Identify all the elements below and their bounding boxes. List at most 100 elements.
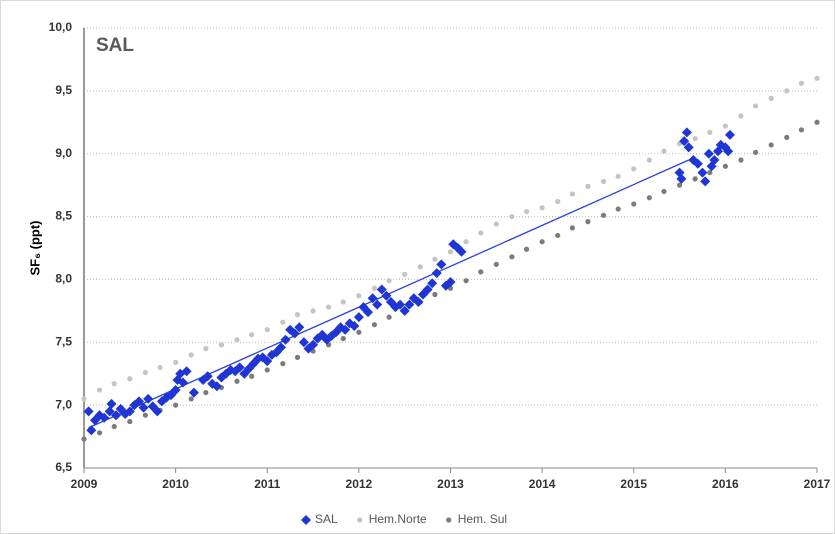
data-point xyxy=(432,256,438,262)
data-point xyxy=(203,389,209,396)
data-point xyxy=(104,406,115,417)
x-tick-label: 2013 xyxy=(437,477,464,491)
data-point xyxy=(308,339,319,350)
data-point xyxy=(386,314,392,320)
data-point xyxy=(127,418,133,425)
data-point xyxy=(234,378,240,384)
data-point xyxy=(124,406,135,417)
y-tick-label: 9,5 xyxy=(55,83,72,97)
data-point xyxy=(707,169,713,176)
data-point xyxy=(188,387,199,398)
data-point xyxy=(173,359,179,365)
data-point xyxy=(661,188,667,195)
data-point xyxy=(264,327,270,333)
y-tick-label: 8,5 xyxy=(55,209,72,223)
data-point xyxy=(631,201,637,207)
data-point xyxy=(692,158,703,169)
data-point xyxy=(202,371,213,382)
data-point xyxy=(249,332,255,338)
data-point xyxy=(249,373,255,379)
data-point xyxy=(399,305,410,316)
data-point xyxy=(697,167,708,178)
x-tick-label: 2009 xyxy=(71,477,98,491)
legend-marker xyxy=(446,517,452,523)
data-point xyxy=(569,225,575,231)
data-point xyxy=(753,149,759,156)
data-point xyxy=(709,155,720,165)
data-point xyxy=(676,173,687,184)
data-point xyxy=(138,402,149,413)
data-point xyxy=(203,345,209,352)
data-point xyxy=(96,387,103,393)
data-point xyxy=(371,322,378,328)
data-point xyxy=(445,276,456,287)
data-point xyxy=(738,157,744,163)
data-point xyxy=(99,412,110,423)
data-point xyxy=(294,322,305,333)
data-point xyxy=(724,129,735,140)
y-tick-label: 7,5 xyxy=(55,334,72,348)
data-point xyxy=(404,299,415,310)
data-point xyxy=(170,385,181,396)
data-point xyxy=(676,182,683,188)
y-tick-label: 9,0 xyxy=(55,146,72,160)
data-point xyxy=(386,278,392,284)
data-point xyxy=(569,191,575,197)
data-point xyxy=(234,362,245,373)
data-point xyxy=(463,239,469,245)
data-point xyxy=(363,307,374,318)
data-point xyxy=(234,337,240,343)
data-point xyxy=(211,381,222,392)
legend-label: Hem. Sul xyxy=(458,512,507,526)
data-point xyxy=(427,278,438,289)
data-point xyxy=(371,285,378,291)
data-point xyxy=(111,423,117,430)
data-point xyxy=(784,134,790,140)
data-point xyxy=(707,129,713,135)
data-point xyxy=(722,123,728,129)
data-point xyxy=(152,406,163,417)
data-point xyxy=(784,88,790,94)
data-point xyxy=(753,103,759,109)
data-point xyxy=(188,396,194,402)
x-tick-label: 2016 xyxy=(712,477,739,491)
data-point xyxy=(262,356,273,367)
data-point xyxy=(111,381,117,387)
data-point xyxy=(814,119,820,125)
data-point xyxy=(646,157,652,163)
data-point xyxy=(81,396,87,402)
y-tick-label: 8,0 xyxy=(55,272,72,286)
data-point xyxy=(615,206,621,212)
data-point xyxy=(367,293,378,304)
data-point xyxy=(478,230,484,236)
data-point xyxy=(372,299,383,310)
data-point xyxy=(127,376,133,382)
data-point xyxy=(555,232,561,239)
data-point xyxy=(218,342,225,348)
data-point xyxy=(340,299,346,305)
data-point xyxy=(539,239,545,245)
data-point xyxy=(700,176,711,187)
data-point xyxy=(340,335,346,342)
data-point xyxy=(523,208,530,215)
x-tick-label: 2017 xyxy=(804,477,831,491)
data-point xyxy=(264,367,270,373)
data-point xyxy=(768,95,774,101)
data-point xyxy=(692,176,698,182)
data-point xyxy=(294,312,301,318)
data-point xyxy=(402,271,408,277)
data-point xyxy=(661,148,667,154)
data-point xyxy=(143,393,154,404)
x-tick-label: 2015 xyxy=(620,477,647,491)
data-point xyxy=(683,142,694,153)
data-point xyxy=(106,398,117,409)
data-point xyxy=(631,166,637,172)
x-tick-label: 2012 xyxy=(346,477,373,491)
y-tick-label: 10,0 xyxy=(49,20,73,34)
data-point xyxy=(692,136,698,142)
data-point xyxy=(81,436,87,442)
data-point xyxy=(356,293,362,299)
data-point xyxy=(600,178,607,184)
data-point xyxy=(463,278,469,284)
data-point xyxy=(133,396,144,407)
